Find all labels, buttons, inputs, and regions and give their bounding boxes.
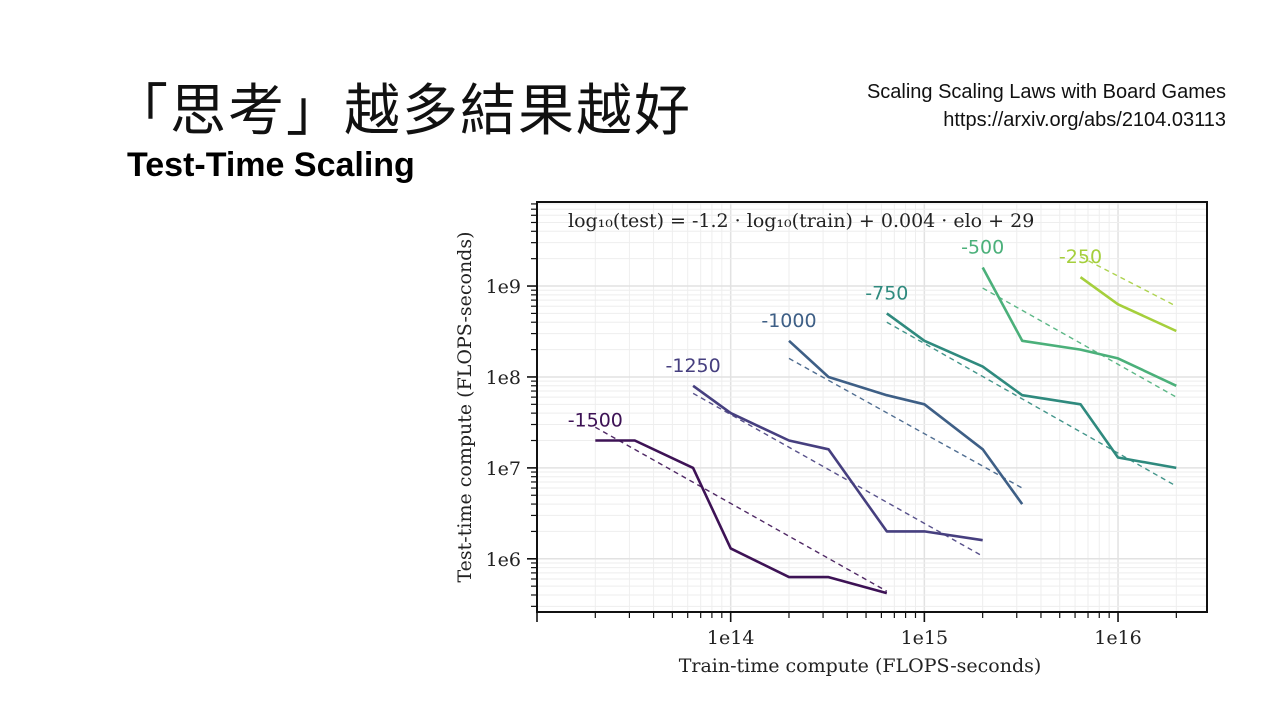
series-line--1250 xyxy=(692,384,983,542)
fit-equation: log₁₀(test) = -1.2 · log₁₀(train) + 0.00… xyxy=(568,210,1034,232)
series-line--1000 xyxy=(788,339,1024,505)
series-label--1250: -1250 xyxy=(666,355,721,377)
y-axis-label: Test-time compute (FLOPS-seconds) xyxy=(454,231,476,582)
reference-title: Scaling Scaling Laws with Board Games xyxy=(866,81,1226,103)
series-group: -1500 -1250 -1000 -750 -500 -250 xyxy=(568,236,1177,595)
plot-frame xyxy=(536,201,1208,613)
x-axis-label: Train-time compute (FLOPS-seconds) xyxy=(679,655,1042,677)
fit-line--1500 xyxy=(594,426,888,592)
series-label--1000: -1000 xyxy=(761,310,816,332)
grid xyxy=(536,202,1207,612)
fit-line--750 xyxy=(886,321,1177,487)
reference: Scaling Scaling Laws with Board Games ht… xyxy=(867,78,1226,134)
ticks: 1e14 1e15 1e16 1e6 1e7 1e8 1e9 xyxy=(486,203,1177,649)
series-line--750 xyxy=(886,312,1177,470)
series-line--1500 xyxy=(595,439,888,595)
series-label--500: -500 xyxy=(961,236,1004,258)
y-tick-label: 1e8 xyxy=(486,367,521,389)
series-line--250 xyxy=(1079,276,1177,333)
y-tick-label: 1e6 xyxy=(486,549,521,571)
plot-background xyxy=(537,202,1207,612)
y-tick-label: 1e9 xyxy=(486,276,521,298)
x-tick-label: 1e14 xyxy=(707,627,755,649)
fit-line--500 xyxy=(982,287,1177,398)
slide-title: 「思考」越多結果越好 xyxy=(112,79,692,144)
x-tick-label: 1e16 xyxy=(1094,627,1142,649)
x-tick-label: 1e15 xyxy=(901,627,949,649)
series-label--250: -250 xyxy=(1059,246,1102,268)
reference-url: https://arxiv.org/abs/2104.03113 xyxy=(943,109,1226,131)
series-label--1500: -1500 xyxy=(568,410,623,432)
series-label--750: -750 xyxy=(865,282,908,304)
slide-subtitle: Test-Time Scaling xyxy=(127,146,415,184)
series-line--500 xyxy=(981,266,1177,387)
y-tick-label: 1e7 xyxy=(486,458,521,480)
fit-line--1250 xyxy=(692,392,983,557)
